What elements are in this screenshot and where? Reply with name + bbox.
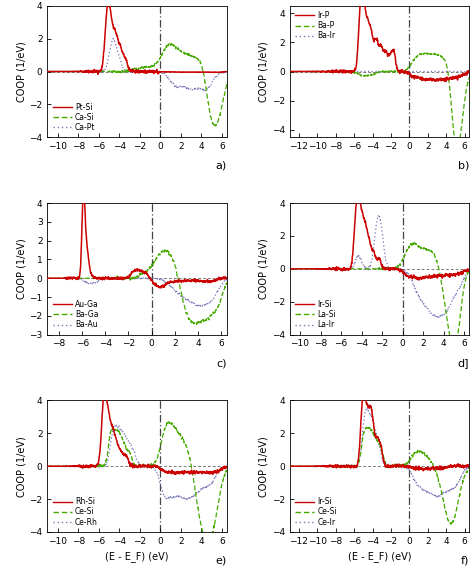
Legend: Rh-Si, Ce-Si, Ce-Rh: Rh-Si, Ce-Si, Ce-Rh bbox=[51, 496, 99, 528]
X-axis label: (E - E_F) (eV): (E - E_F) (eV) bbox=[105, 551, 169, 562]
Y-axis label: COOP (1/eV): COOP (1/eV) bbox=[259, 239, 269, 299]
X-axis label: (E - E_F) (eV): (E - E_F) (eV) bbox=[348, 551, 411, 562]
Legend: Ir-Si, Ce-Si, Ce-Ir: Ir-Si, Ce-Si, Ce-Ir bbox=[293, 496, 338, 528]
Legend: Ir-Si, La-Si, La-Ir: Ir-Si, La-Si, La-Ir bbox=[293, 299, 337, 331]
Y-axis label: COOP (1/eV): COOP (1/eV) bbox=[259, 41, 269, 102]
Text: f): f) bbox=[461, 555, 469, 566]
Y-axis label: COOP (1/eV): COOP (1/eV) bbox=[17, 41, 27, 102]
Y-axis label: COOP (1/eV): COOP (1/eV) bbox=[259, 436, 269, 496]
Y-axis label: COOP (1/eV): COOP (1/eV) bbox=[17, 239, 27, 299]
Legend: Ir-P, Ba-P, Ba-Ir: Ir-P, Ba-P, Ba-Ir bbox=[293, 10, 337, 42]
Legend: Pt-Si, Ca-Si, Ca-Pt: Pt-Si, Ca-Si, Ca-Pt bbox=[51, 101, 97, 133]
Text: e): e) bbox=[216, 555, 227, 566]
Text: c): c) bbox=[217, 358, 227, 368]
Text: a): a) bbox=[216, 161, 227, 171]
Legend: Au-Ga, Ba-Ga, Ba-Au: Au-Ga, Ba-Ga, Ba-Au bbox=[51, 299, 100, 331]
Text: d]: d] bbox=[458, 358, 469, 368]
Text: b): b) bbox=[458, 161, 469, 171]
Y-axis label: COOP (1/eV): COOP (1/eV) bbox=[17, 436, 27, 496]
